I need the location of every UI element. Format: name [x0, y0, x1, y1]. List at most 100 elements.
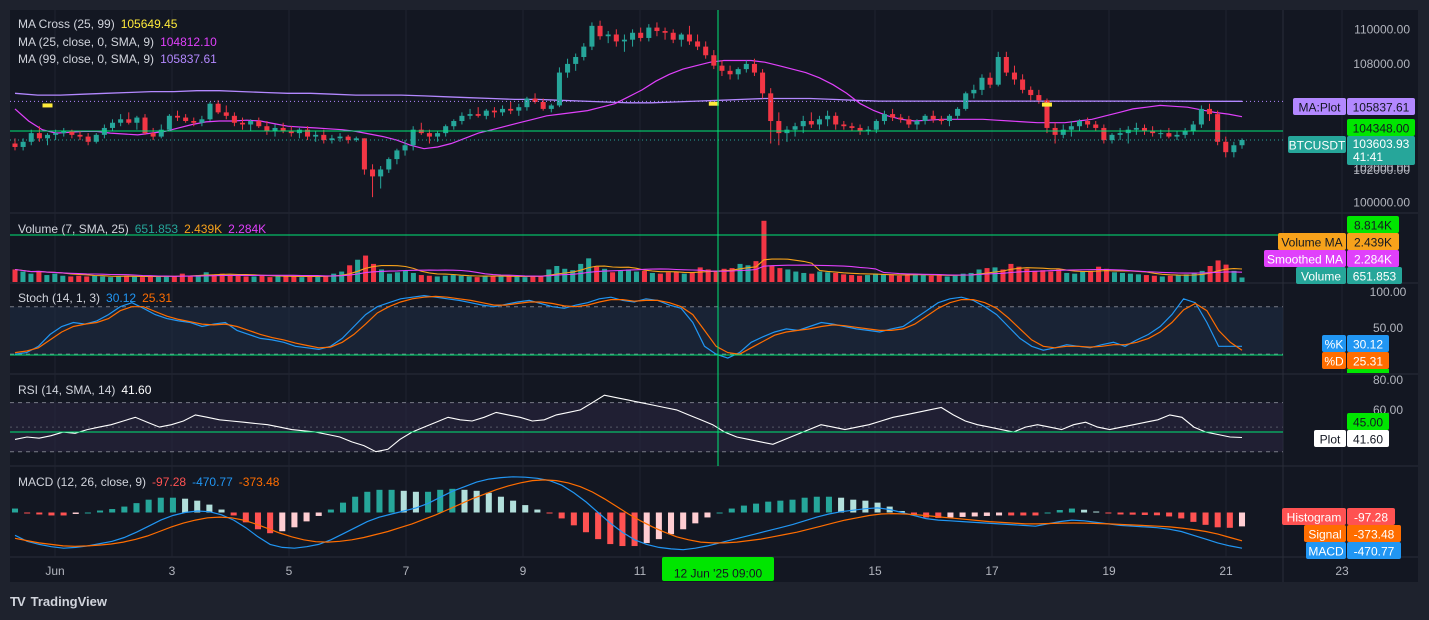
legend-ma99-1: 105837.61 [160, 52, 217, 66]
candle-body [361, 138, 367, 170]
stoch-d-line [14, 295, 1243, 355]
volume-bar [657, 273, 663, 282]
candle-body [597, 25, 603, 37]
volume-bar [865, 275, 871, 282]
volume-bar [649, 272, 655, 282]
macd-histogram-bar [11, 508, 19, 513]
macd-histogram-bar [704, 512, 711, 518]
candle-body [142, 117, 148, 134]
candle-body [329, 138, 335, 141]
macd-histogram-bar [72, 512, 79, 514]
volume-bar [721, 268, 727, 282]
macd-histogram-bar [169, 497, 176, 513]
crosshair-price-tag: 104348.00 [1353, 122, 1410, 136]
volume-bar [275, 275, 281, 282]
candle-body [719, 65, 725, 71]
candle-body [1215, 114, 1221, 142]
candle-body [1101, 127, 1107, 141]
volume-bar [410, 272, 416, 282]
candle-body [1206, 108, 1213, 115]
macd-histogram-bar [838, 497, 845, 513]
candle-body [1198, 108, 1204, 125]
macd-histogram-bar [327, 509, 334, 513]
macd-label-tag-bg [1306, 542, 1346, 559]
candle-body [995, 56, 1001, 85]
macd-histogram-bar [777, 500, 784, 513]
candle-body [946, 115, 952, 122]
candle-body [532, 98, 538, 102]
volume-bar [872, 273, 879, 282]
macd-histogram-bar [97, 510, 104, 513]
macd-histogram-bar [437, 489, 444, 513]
volume-bar [402, 270, 408, 282]
volume-bar [394, 272, 400, 282]
macd-histogram-bar [291, 512, 298, 528]
candle-body [906, 119, 912, 125]
candle-body [930, 115, 936, 120]
volume-bar [952, 275, 958, 282]
candle-body [313, 134, 319, 137]
candle-body [1028, 89, 1034, 96]
candle-body [28, 133, 34, 142]
macd-histogram-bar [1020, 512, 1027, 516]
volume-bar [76, 275, 82, 282]
volume-bar [992, 267, 998, 282]
macd-label-tag: MACD [1308, 545, 1344, 559]
rsi-plot-label-tag: Plot [1320, 433, 1341, 447]
volume-bar [116, 276, 122, 282]
candle-body [873, 121, 879, 130]
candle-body [435, 133, 441, 137]
macd-histogram-bar [182, 498, 189, 513]
volume-bar [912, 274, 918, 282]
macd-histogram-bar [923, 512, 930, 518]
macd-histogram-bar [1044, 512, 1051, 514]
volume-bar [1056, 269, 1062, 282]
volume-bar [155, 275, 161, 282]
macd-histogram-bar [1105, 512, 1112, 514]
tradingview-brand: TV TradingView [10, 594, 107, 609]
volume-bar [896, 275, 902, 282]
macd-histogram-bar [1238, 512, 1246, 527]
ma-cross-marker [1041, 102, 1052, 107]
candle-body [1158, 133, 1164, 135]
candle-body [548, 105, 554, 109]
volume-bar [737, 263, 743, 282]
time-tick-label: 17 [985, 564, 999, 578]
legend-rsi-0: RSI (14, SMA, 14) [18, 383, 115, 397]
volume-bar [12, 269, 18, 282]
candle-body [776, 121, 782, 134]
volume-bar [769, 266, 775, 282]
macd-histogram-bar [1117, 512, 1124, 515]
candle-body [540, 101, 546, 109]
volume-bar [243, 276, 249, 282]
volume-value-tag: 651.853 [1353, 270, 1397, 284]
crosshair-time-tag: 12 Jun '25 09:00 [674, 567, 763, 581]
candle-body [174, 115, 181, 118]
candle-body [402, 145, 408, 151]
macd-histogram-bar [680, 512, 687, 530]
macd-histogram-bar [1129, 512, 1136, 515]
volume-bar [801, 272, 807, 282]
symbol-label-tag-bg [1288, 136, 1346, 153]
candle-body [215, 103, 221, 113]
macd-histogram-bar [121, 506, 128, 513]
candle-body [898, 117, 904, 120]
candle-body [881, 114, 887, 122]
volume-bar [418, 275, 424, 282]
volume-bar [610, 272, 616, 282]
macd-hist-value-tag: -97.28 [1354, 511, 1388, 525]
macd-histogram-bar [24, 512, 31, 514]
volume-bar [44, 275, 50, 282]
price-tick-label: 108000.00 [1353, 57, 1410, 71]
candle-body [792, 126, 798, 130]
volume-crosshair-tag: 8.814K [1354, 219, 1392, 233]
candle-body [150, 133, 156, 137]
candle-body [711, 55, 717, 66]
macd-histogram-bar [753, 503, 760, 513]
volume-bar [426, 275, 432, 282]
legend-volume-2: 2.439K [184, 222, 222, 236]
volume-ma-label-tag: Volume MA [1281, 236, 1342, 250]
candle-body [630, 32, 636, 40]
macd-histogram-bar [400, 490, 407, 513]
